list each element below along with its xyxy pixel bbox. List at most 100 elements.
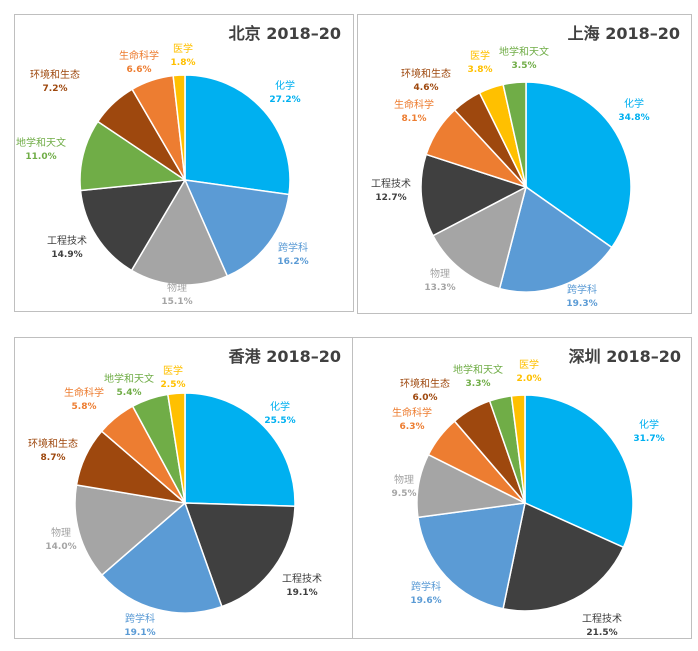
data-label-earth-astronomy: 地学和天文 11.0%: [16, 136, 66, 162]
slice-percent-label: 1.8%: [171, 58, 196, 68]
pie-slice-chemistry: [524, 394, 634, 549]
pie-slice-chemistry: [184, 392, 296, 508]
data-label-life-sciences: 生命科学 6.6%: [119, 49, 159, 75]
pie-slice-interdisciplinary: [498, 185, 613, 293]
slice-category-label: 地学和天文: [16, 136, 66, 149]
data-label-medicine: 医学 2.5%: [161, 364, 186, 390]
slice-percent-label: 3.3%: [466, 379, 491, 389]
data-label-environment-ecology: 环境和生态 4.6%: [401, 67, 451, 93]
slice-percent-label: 21.5%: [586, 628, 617, 638]
pie-slice-physics: [431, 185, 528, 290]
slice-percent-label: 5.4%: [117, 388, 142, 398]
slice-category-label: 生命科学: [394, 98, 434, 111]
data-label-earth-astronomy: 地学和天文 3.5%: [499, 45, 549, 71]
pie-slice-medicine: [510, 394, 526, 504]
data-label-life-sciences: 生命科学 8.1%: [394, 98, 434, 124]
slice-category-label: 生命科学: [392, 406, 432, 419]
pie-chart-shenzhen: 深圳 2018–20 化学 31.7% 工程技术 21.5% 跨学科 19.6% 物理 9.5%…: [392, 347, 681, 638]
slice-category-label: 物理: [394, 473, 414, 486]
data-label-medicine: 医学 2.0%: [517, 358, 542, 384]
slice-category-label: 物理: [51, 526, 71, 539]
slice-category-label: 跨学科: [278, 241, 308, 254]
slice-category-label: 医学: [519, 358, 539, 371]
slice-category-label: 环境和生态: [30, 68, 80, 81]
slice-percent-label: 8.7%: [41, 453, 66, 463]
pie-chart-shanghai: 上海 2018–20 化学 34.8% 跨学科 19.3% 物理 13.3% 工程技术 12.7…: [371, 24, 680, 309]
slice-percent-label: 6.6%: [127, 65, 152, 75]
slice-percent-label: 14.0%: [45, 542, 76, 552]
data-label-interdisciplinary: 跨学科 16.2%: [277, 241, 308, 267]
pie-panel-beijing: 北京 2018–20 化学 27.2% 跨学科 16.2% 物理 15.1% 工程技术 14.9…: [14, 14, 354, 312]
pie-slice-earth-astronomy: [502, 81, 527, 188]
pie-slice-engineering: [420, 153, 528, 237]
slice-category-label: 工程技术: [582, 612, 622, 625]
slice-category-label: 跨学科: [125, 612, 155, 625]
slice-percent-label: 27.2%: [269, 95, 300, 105]
chart-title: 北京 2018–20: [229, 24, 341, 43]
slice-category-label: 生命科学: [119, 49, 159, 62]
slice-category-label: 地学和天文: [104, 372, 154, 385]
data-label-life-sciences: 生命科学 6.3%: [392, 406, 432, 432]
data-label-physics: 物理 9.5%: [392, 473, 417, 499]
slice-percent-label: 2.5%: [161, 380, 186, 390]
slice-percent-label: 8.1%: [402, 114, 427, 124]
slice-category-label: 跨学科: [411, 580, 441, 593]
pie-slice-engineering: [183, 502, 296, 608]
slice-percent-label: 19.3%: [566, 299, 597, 309]
slice-percent-label: 16.2%: [277, 257, 308, 267]
data-label-physics: 物理 14.0%: [45, 526, 76, 552]
slice-category-label: 环境和生态: [400, 377, 450, 390]
pie-panel-shenzhen: 深圳 2018–20 化学 31.7% 工程技术 21.5% 跨学科 19.6% 物理 9.5%…: [352, 337, 692, 639]
pie-panel-hongkong: 香港 2018–20 化学 25.5% 工程技术 19.1% 跨学科 19.1% 物理 14.0…: [14, 337, 356, 639]
pie-slice-chemistry: [184, 74, 291, 196]
data-label-physics: 物理 15.1%: [161, 281, 192, 307]
pie-slice-interdisciplinary: [417, 502, 526, 610]
data-label-medicine: 医学 3.8%: [468, 49, 493, 75]
slice-category-label: 化学: [270, 400, 290, 413]
slice-percent-label: 5.8%: [72, 402, 97, 412]
pie-chart-hongkong: 香港 2018–20 化学 25.5% 工程技术 19.1% 跨学科 19.1% 物理 14.0…: [28, 347, 341, 638]
data-label-interdisciplinary: 跨学科 19.1%: [124, 612, 155, 638]
pie-slice-earth-astronomy: [79, 120, 188, 192]
slice-percent-label: 13.3%: [424, 283, 455, 293]
slice-percent-label: 2.0%: [517, 374, 542, 384]
pie-panel-shanghai: 上海 2018–20 化学 34.8% 跨学科 19.3% 物理 13.3% 工程技术 12.7…: [357, 14, 692, 314]
pie-slice-medicine: [172, 74, 186, 181]
slice-category-label: 物理: [167, 281, 187, 294]
slice-category-label: 医学: [173, 42, 193, 55]
pie-slice-chemistry: [525, 81, 632, 249]
slice-category-label: 工程技术: [282, 572, 322, 585]
slice-category-label: 化学: [624, 97, 644, 110]
chart-title: 上海 2018–20: [568, 24, 680, 43]
slice-percent-label: 6.3%: [400, 422, 425, 432]
slice-category-label: 工程技术: [371, 177, 411, 190]
chart-title: 深圳 2018–20: [569, 347, 681, 366]
pie-slice-engineering: [502, 501, 625, 612]
slice-percent-label: 11.0%: [25, 152, 56, 162]
data-label-engineering: 工程技术 12.7%: [371, 177, 411, 203]
slice-percent-label: 34.8%: [618, 113, 649, 123]
slice-percent-label: 14.9%: [51, 250, 82, 260]
data-label-engineering: 工程技术 21.5%: [582, 612, 622, 638]
slice-percent-label: 19.1%: [124, 628, 155, 638]
slice-percent-label: 3.5%: [512, 61, 537, 71]
slice-category-label: 地学和天文: [499, 45, 549, 58]
chart-title: 香港 2018–20: [228, 347, 341, 366]
slice-category-label: 化学: [275, 79, 295, 92]
pie-slice-interdisciplinary: [183, 179, 290, 278]
pie-chart-beijing: 北京 2018–20 化学 27.2% 跨学科 16.2% 物理 15.1% 工程技术 14.9…: [16, 24, 341, 307]
data-label-environment-ecology: 环境和生态 8.7%: [28, 437, 78, 463]
slice-category-label: 环境和生态: [28, 437, 78, 450]
slice-percent-label: 12.7%: [375, 193, 406, 203]
slice-percent-label: 6.0%: [413, 393, 438, 403]
slice-category-label: 化学: [639, 418, 659, 431]
slice-percent-label: 9.5%: [392, 489, 417, 499]
slice-category-label: 生命科学: [64, 386, 104, 399]
pie-slice-interdisciplinary: [100, 501, 223, 614]
data-label-interdisciplinary: 跨学科 19.3%: [566, 283, 597, 309]
data-label-chemistry: 化学 34.8%: [618, 97, 649, 123]
data-label-engineering: 工程技术 19.1%: [282, 572, 322, 598]
slice-percent-label: 19.1%: [286, 588, 317, 598]
slice-category-label: 环境和生态: [401, 67, 451, 80]
slice-percent-label: 25.5%: [264, 416, 295, 426]
